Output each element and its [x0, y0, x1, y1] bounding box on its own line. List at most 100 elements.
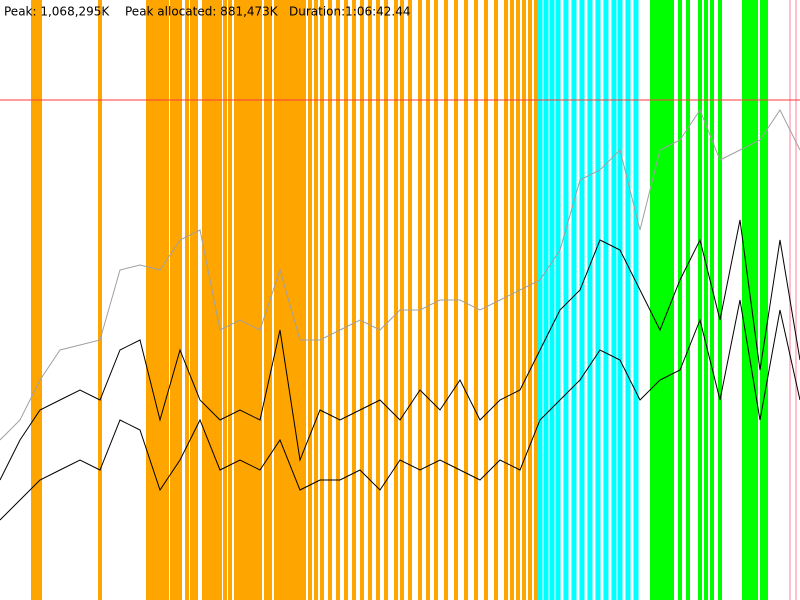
event-stripe — [400, 0, 404, 600]
event-stripe — [194, 0, 198, 600]
event-stripe — [549, 0, 555, 600]
event-stripe — [206, 0, 210, 600]
event-stripe — [408, 0, 412, 600]
event-stripe — [537, 0, 543, 600]
event-stripe — [31, 0, 35, 600]
event-stripe — [494, 0, 498, 600]
event-stripe — [595, 0, 601, 600]
event-stripe — [360, 0, 364, 600]
event-stripe — [218, 0, 222, 600]
event-stripe — [658, 0, 662, 600]
event-stripe — [174, 0, 178, 600]
event-stripe — [210, 0, 214, 600]
event-stripe — [718, 0, 722, 600]
event-stripe — [678, 0, 682, 600]
event-stripe — [654, 0, 658, 600]
event-stripe — [617, 0, 623, 600]
event-stripe — [254, 0, 258, 600]
memory-line — [0, 108, 800, 441]
event-stripe — [264, 0, 268, 600]
event-stripe — [666, 0, 670, 600]
event-stripe — [368, 0, 372, 600]
event-stripe — [151, 0, 155, 600]
event-stripe — [384, 0, 388, 600]
event-stripe — [650, 0, 654, 600]
event-stripe — [298, 0, 302, 600]
event-stripe — [352, 0, 356, 600]
event-stripe — [625, 0, 631, 600]
event-stripe — [662, 0, 666, 600]
event-stripe — [170, 0, 174, 600]
event-stripe — [686, 0, 690, 600]
event-stripe — [154, 0, 158, 600]
memory-lines — [0, 99, 800, 521]
peak-allocated-stat: Peak allocated: 881,473K — [125, 5, 279, 19]
event-stripe — [286, 0, 290, 600]
event-stripe — [571, 0, 577, 600]
peak-stat: Peak: 1,068,295K — [4, 5, 110, 19]
event-stripe — [290, 0, 294, 600]
event-stripe — [764, 0, 768, 600]
event-stripe — [282, 0, 286, 600]
event-stripe — [555, 0, 561, 600]
event-stripe — [294, 0, 298, 600]
event-stripe — [223, 0, 227, 600]
event-stripe — [258, 0, 262, 600]
event-stripe — [534, 0, 538, 600]
event-stripe — [434, 0, 438, 600]
event-stripe — [464, 0, 468, 600]
event-stripe — [336, 0, 340, 600]
event-stripe — [242, 0, 246, 600]
event-stripe — [38, 0, 42, 600]
event-stripe — [611, 0, 617, 600]
event-stripe — [528, 0, 532, 600]
event-stripe — [746, 0, 750, 600]
event-stripe — [314, 0, 318, 600]
event-stripe — [328, 0, 332, 600]
event-stripe — [754, 0, 758, 600]
event-stripe — [522, 0, 526, 600]
event-stripe — [274, 0, 278, 600]
event-stripe — [603, 0, 609, 600]
event-stripe — [587, 0, 593, 600]
event-stripe — [185, 0, 189, 600]
event-stripe — [394, 0, 398, 600]
event-stripe — [161, 0, 165, 600]
memory-line — [0, 219, 800, 481]
event-stripe — [278, 0, 282, 600]
event-stripe — [234, 0, 238, 600]
event-stripe — [504, 0, 508, 600]
event-stripe — [543, 0, 549, 600]
event-stripe — [308, 0, 312, 600]
event-stripe — [376, 0, 380, 600]
event-stripe — [250, 0, 254, 600]
event-stripe — [202, 0, 206, 600]
event-stripe — [418, 0, 422, 600]
event-stripe — [750, 0, 754, 600]
event-stripe — [710, 0, 714, 600]
event-stripe — [246, 0, 250, 600]
event-stripe — [698, 0, 702, 600]
event-stripe — [344, 0, 348, 600]
stats-header: Peak: 1,068,295K Peak allocated: 881,473… — [4, 5, 411, 19]
event-stripe — [516, 0, 520, 600]
event-stripe — [238, 0, 242, 600]
memory-line — [0, 299, 800, 521]
event-stripe — [510, 0, 514, 600]
event-stripe — [320, 0, 324, 600]
event-stripe — [34, 0, 38, 600]
event-stripe — [158, 0, 162, 600]
event-stripe — [579, 0, 585, 600]
event-stripe — [742, 0, 746, 600]
event-stripe — [98, 0, 102, 600]
event-stripes — [31, 0, 797, 600]
event-stripe — [563, 0, 569, 600]
event-stripe — [795, 0, 797, 600]
event-stripe — [760, 0, 764, 600]
event-stripe — [165, 0, 169, 600]
event-stripe — [484, 0, 488, 600]
event-stripe — [426, 0, 430, 600]
event-stripe — [704, 0, 708, 600]
event-stripe — [302, 0, 306, 600]
